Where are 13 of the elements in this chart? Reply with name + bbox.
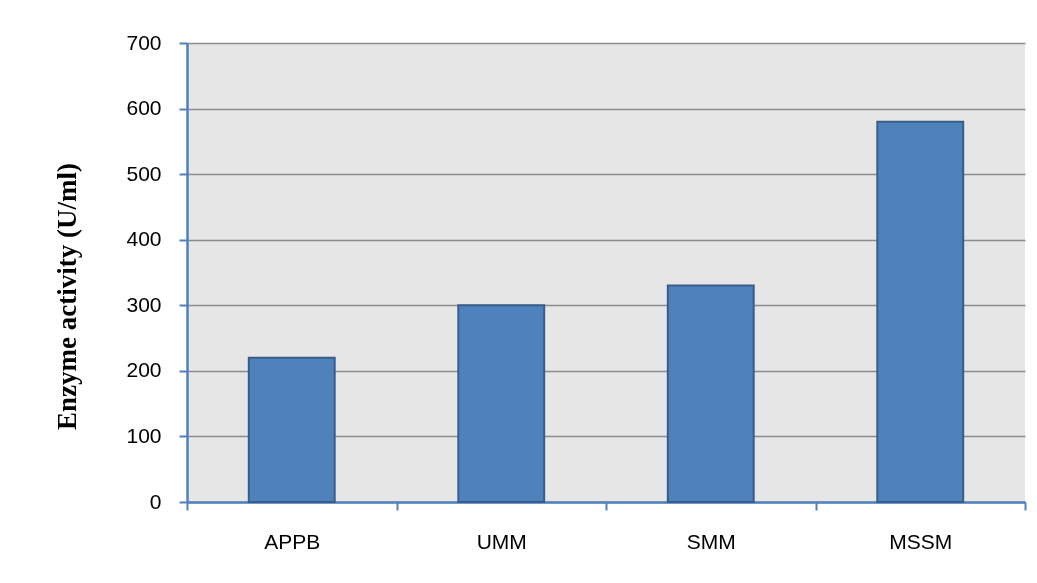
y-tick-label: 300 — [126, 292, 162, 316]
y-tick-label: 200 — [126, 358, 162, 382]
y-tick-label: 100 — [126, 423, 162, 447]
y-tick-label: 400 — [126, 227, 162, 251]
y-tick-label: 0 — [149, 489, 162, 513]
x-tick-label: APPB — [264, 529, 321, 553]
y-tick-label: 700 — [126, 30, 162, 54]
x-tick-label: MSSM — [889, 529, 953, 553]
y-axis-title: Enzyme activity (U/ml) — [51, 163, 82, 430]
x-tick-label: SMM — [686, 529, 736, 553]
y-tick-label: 600 — [126, 96, 162, 120]
x-tick-label: UMM — [476, 529, 527, 553]
y-tick-label: 500 — [126, 161, 162, 185]
